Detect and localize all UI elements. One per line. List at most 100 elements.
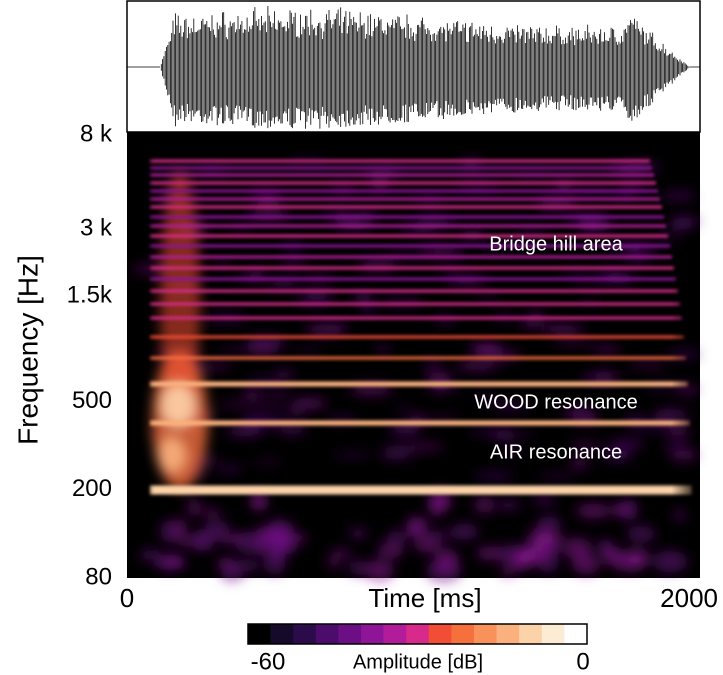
noise-blob xyxy=(475,394,494,401)
noise-blob xyxy=(424,372,453,382)
noise-blob xyxy=(348,560,370,575)
noise-blob xyxy=(265,278,301,289)
noise-blob xyxy=(497,500,521,510)
noise-blob xyxy=(216,464,244,474)
noise-blob xyxy=(263,550,286,575)
colorbar-label: Amplitude [dB] xyxy=(353,651,483,673)
noise-blob xyxy=(520,318,545,328)
x-axis-label: Time [ms] xyxy=(368,583,481,613)
noise-blob xyxy=(563,537,592,559)
noise-blob xyxy=(361,167,402,179)
noise-blob xyxy=(290,397,328,410)
noise-blob xyxy=(620,499,638,520)
noise-blob xyxy=(570,458,590,469)
noise-blob xyxy=(541,324,584,335)
noise-blob xyxy=(187,498,201,517)
noise-blob xyxy=(653,408,690,420)
noise-blob xyxy=(626,525,656,542)
noise-blob xyxy=(371,178,389,191)
noise-blob xyxy=(139,549,161,561)
colorbar-swatch xyxy=(541,624,565,644)
noise-blob xyxy=(558,269,592,276)
y-tick-label: 1.5k xyxy=(67,281,113,308)
noise-blob xyxy=(652,550,688,573)
noise-blob xyxy=(424,246,464,256)
noise-blob xyxy=(406,516,428,538)
noise-blob xyxy=(528,532,565,545)
noise-blob xyxy=(476,546,505,560)
noise-blob xyxy=(492,429,519,441)
noise-blob xyxy=(554,178,574,191)
noise-blob xyxy=(260,526,290,549)
noise-blob xyxy=(280,258,307,268)
colorbar-tick-label: 0 xyxy=(576,648,589,675)
noise-blob xyxy=(474,497,495,513)
colorbar-swatch xyxy=(315,624,339,644)
colorbar-swatch xyxy=(383,624,407,644)
noise-blob xyxy=(429,497,443,518)
annotation: WOOD resonance xyxy=(474,391,637,413)
colorbar-swatch xyxy=(564,624,588,644)
harmonics xyxy=(150,159,692,495)
noise-blob xyxy=(434,548,459,573)
noise-blob xyxy=(205,520,230,541)
y-tick-label: 8 k xyxy=(80,120,113,147)
noise-blob xyxy=(333,452,373,458)
noise-blob xyxy=(672,216,701,226)
noise-blob xyxy=(676,385,700,394)
noise-blob xyxy=(173,518,187,541)
noise-blob xyxy=(255,196,282,206)
noise-blob xyxy=(456,360,499,371)
noise-blob xyxy=(628,361,668,367)
noise-blob xyxy=(365,559,394,581)
noise-blob xyxy=(218,348,252,353)
onset-glow xyxy=(158,437,186,473)
noise-blob xyxy=(527,311,546,318)
noise-blob xyxy=(290,349,325,355)
colorbar-swatch xyxy=(293,624,317,644)
noise-blob xyxy=(214,261,231,267)
noise-blob xyxy=(379,455,410,460)
y-tick-label: 3 k xyxy=(80,215,113,242)
noise-blob xyxy=(601,545,622,565)
noise-blob xyxy=(240,390,261,399)
noise-blob xyxy=(468,343,503,354)
noise-blob xyxy=(605,439,645,445)
noise-blob xyxy=(515,545,548,566)
noise-blob xyxy=(426,530,452,539)
y-axis-label: Frequency [Hz] xyxy=(12,255,43,445)
noise-blob xyxy=(386,530,407,545)
colorbar-swatch xyxy=(428,624,452,644)
noise-blob xyxy=(673,509,686,521)
noise-blob xyxy=(423,358,443,369)
noise-blob xyxy=(537,474,578,479)
colorbar-swatch xyxy=(270,624,294,644)
colorbar-swatch xyxy=(519,624,543,644)
noise-blob xyxy=(431,416,460,421)
y-tick-label: 80 xyxy=(85,563,112,590)
noise-blob xyxy=(160,519,178,544)
noise-blob xyxy=(668,449,699,461)
noise-blob xyxy=(450,523,479,540)
noise-blob xyxy=(352,291,374,304)
colorbar-swatch xyxy=(361,624,384,644)
noise-blob xyxy=(381,445,417,456)
noise-blob xyxy=(553,339,598,345)
y-tick-label: 200 xyxy=(72,475,112,502)
noise-blob xyxy=(509,401,528,411)
noise-blob xyxy=(328,549,353,559)
waveform-trace xyxy=(127,6,700,129)
noise-blob xyxy=(252,490,265,511)
annotation: Bridge hill area xyxy=(489,233,623,255)
noise-blob xyxy=(500,566,514,577)
noise-blob xyxy=(217,402,256,407)
colorbar-swatch xyxy=(474,624,497,644)
noise-blob xyxy=(667,424,689,437)
noise-blob xyxy=(300,290,334,301)
x-tick-label: 0 xyxy=(120,583,134,613)
noise-blob xyxy=(254,459,282,464)
noise-blob xyxy=(662,439,691,449)
colorbar-tick-label: -60 xyxy=(251,648,286,675)
noise-blob xyxy=(516,431,535,437)
